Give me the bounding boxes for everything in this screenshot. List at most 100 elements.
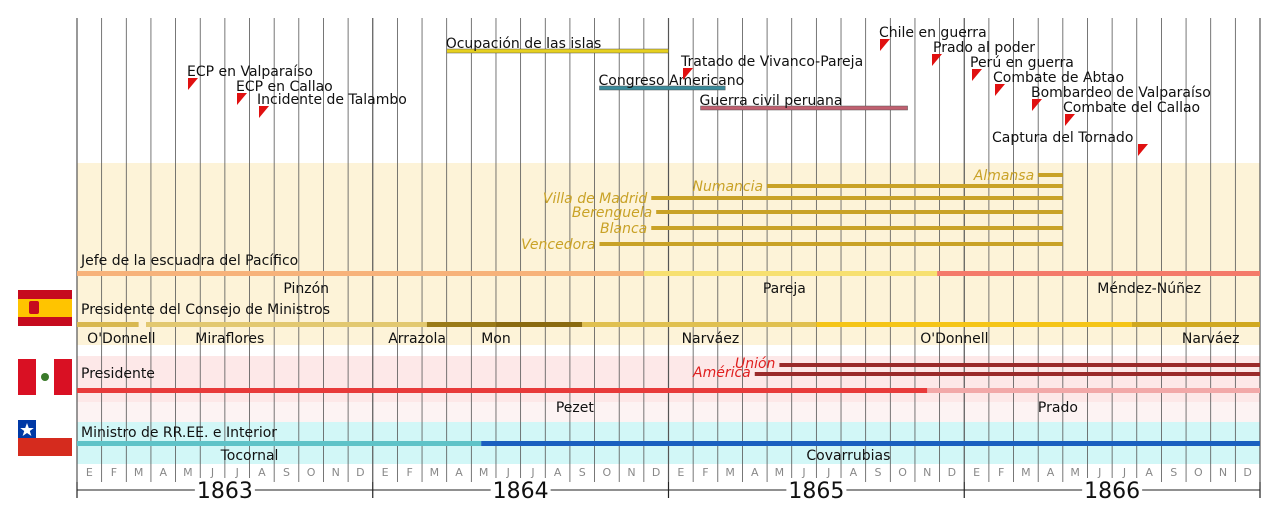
- president-bar: [77, 388, 928, 393]
- month-label: F: [702, 466, 708, 479]
- month-label: D: [948, 466, 956, 479]
- event-flag-icon: [880, 39, 890, 51]
- ship-label: Numancia: [692, 179, 763, 195]
- period-bar: [446, 48, 669, 54]
- month-label: N: [1219, 466, 1227, 479]
- council-bar: [146, 322, 427, 327]
- year-label-bg: [194, 478, 255, 502]
- peru-title: Presidente: [81, 366, 155, 382]
- president-bar: [927, 388, 1260, 393]
- year-label: 1866: [1084, 479, 1140, 504]
- event-flag-icon: [995, 84, 1005, 96]
- peru-ship-bar: [779, 363, 1260, 367]
- event-label: Bombardeo de Valparaíso: [1031, 85, 1211, 101]
- event-label: Tratado de Vivanco-Pareja: [680, 54, 863, 70]
- month-label: A: [1047, 466, 1055, 479]
- event-label: Captura del Tornado: [992, 130, 1133, 146]
- month-label: A: [554, 466, 562, 479]
- minister-name: Covarrubias: [806, 448, 890, 464]
- spain-flag-stripe: [18, 299, 72, 317]
- council-name: O'Donnell: [920, 331, 988, 347]
- month-label: E: [973, 466, 980, 479]
- month-label: N: [627, 466, 635, 479]
- council-name: Narváez: [682, 331, 740, 347]
- ship-label: Vencedora: [521, 237, 595, 253]
- event-flag-icon: [1032, 99, 1042, 111]
- month-label: N: [332, 466, 340, 479]
- ship-label: Almansa: [973, 168, 1034, 184]
- squadron-name: Méndez-Núñez: [1097, 281, 1201, 297]
- council-name: O'Donnell: [87, 331, 155, 347]
- month-label: J: [506, 466, 510, 479]
- council-bar: [426, 322, 583, 327]
- month-label: M: [183, 466, 193, 479]
- month-label: S: [283, 466, 290, 479]
- month-label: F: [998, 466, 1004, 479]
- squadron-bar: [77, 271, 644, 276]
- ship-bar: [599, 242, 1063, 246]
- minister-bar: [77, 441, 482, 446]
- month-label: M: [1021, 466, 1031, 479]
- minister-bar: [481, 441, 1261, 446]
- month-label: A: [1145, 466, 1153, 479]
- month-label: O: [1194, 466, 1203, 479]
- month-label: O: [307, 466, 316, 479]
- council-name: Mon: [481, 331, 511, 347]
- month-label: D: [356, 466, 364, 479]
- event-flag-icon: [972, 69, 982, 81]
- peru-ship-label: América: [692, 365, 751, 381]
- month-label: M: [775, 466, 785, 479]
- month-label: A: [850, 466, 858, 479]
- ship-bar: [651, 226, 1063, 230]
- event-flag-icon: [237, 93, 247, 105]
- month-label: O: [603, 466, 612, 479]
- peru-flag-left: [18, 359, 36, 395]
- council-name: Miraflores: [195, 331, 264, 347]
- ship-bar: [651, 196, 1063, 200]
- month-label: J: [235, 466, 239, 479]
- period-label: Congreso Americano: [598, 73, 744, 89]
- peru-ship-bar: [754, 372, 1260, 376]
- month-label: M: [725, 466, 735, 479]
- event-label: Perú en guerra: [970, 55, 1074, 71]
- president-name: Pezet: [556, 400, 595, 416]
- month-label: J: [1122, 466, 1126, 479]
- ship-label: Blanca: [600, 221, 647, 237]
- year-label: 1865: [788, 479, 844, 504]
- month-label: M: [430, 466, 440, 479]
- council-bar: [426, 322, 496, 327]
- event-label: Incidente de Talambo: [257, 92, 407, 108]
- council-name: Narváez: [1182, 331, 1240, 347]
- month-label: F: [407, 466, 413, 479]
- year-label: 1864: [493, 479, 549, 504]
- month-label: F: [111, 466, 117, 479]
- council-bar: [816, 322, 1132, 327]
- council-bar: [582, 322, 817, 327]
- month-label: J: [1097, 466, 1101, 479]
- month-label: E: [382, 466, 389, 479]
- event-label: ECP en Callao: [236, 79, 333, 95]
- event-flag-icon: [188, 78, 198, 90]
- event-flag-icon: [683, 68, 693, 80]
- year-label-bg: [490, 478, 551, 502]
- event-label: Combate de Abtao: [993, 70, 1124, 86]
- month-label: J: [530, 466, 534, 479]
- year-label: 1863: [197, 479, 253, 504]
- chile-flag-star: [20, 423, 34, 436]
- month-label: M: [134, 466, 144, 479]
- month-label: J: [801, 466, 805, 479]
- spain-flag-crest: [29, 301, 39, 314]
- month-label: A: [159, 466, 167, 479]
- peru-flag-right: [54, 359, 72, 395]
- squadron-bar: [937, 271, 1260, 276]
- event-label: Combate del Callao: [1063, 100, 1200, 116]
- month-label: M: [1070, 466, 1080, 479]
- ship-label: Berenguela: [572, 205, 652, 221]
- period-label: Ocupación de las islas: [446, 36, 602, 52]
- event-flag-icon: [932, 54, 942, 66]
- council-bar: [1131, 322, 1260, 327]
- squadron-bar: [643, 271, 938, 276]
- council-name: Arrazola: [388, 331, 446, 347]
- period-bar: [599, 85, 726, 91]
